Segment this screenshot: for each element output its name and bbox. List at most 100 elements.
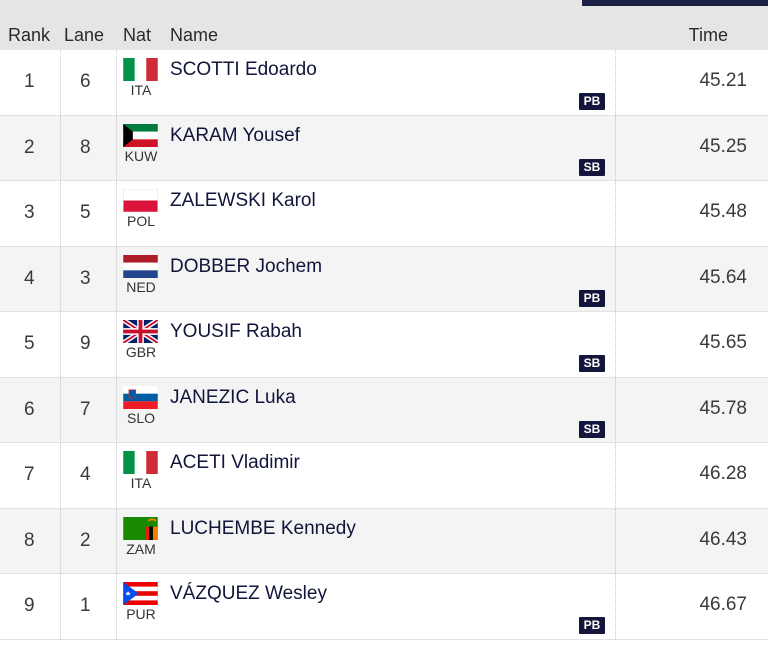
column-separator <box>60 115 61 180</box>
column-separator <box>116 115 117 180</box>
column-separator <box>116 50 117 115</box>
uk-flag-icon <box>123 320 158 343</box>
time-cell: 46.28 <box>699 463 747 484</box>
table-row[interactable]: 2 8 KUW KARAM Yousef SB 45.25 <box>0 115 768 181</box>
nat-code: KUW <box>124 147 158 164</box>
time-cell: 45.64 <box>699 266 747 288</box>
column-separator <box>116 443 117 508</box>
record-badge: PB <box>579 289 605 307</box>
column-separator <box>60 508 61 573</box>
time-cell: 45.65 <box>699 332 747 353</box>
rank-cell: 5 <box>24 333 35 354</box>
italy-flag-icon <box>123 451 158 474</box>
column-separator <box>60 377 61 442</box>
column-separator <box>615 50 616 115</box>
active-tab-indicator[interactable] <box>582 0 768 6</box>
column-separator <box>615 377 616 442</box>
table-row[interactable]: 8 2 ZAM LUCHEMBE Kennedy 46.43 <box>0 508 768 574</box>
column-separator <box>116 574 117 639</box>
nat-code: NED <box>126 278 156 295</box>
athlete-name-link[interactable]: LUCHEMBE Kennedy <box>170 517 356 539</box>
table-row[interactable]: 4 3 NED DOBBER Jochem PB 45.64 <box>0 246 768 312</box>
column-separator <box>60 246 61 311</box>
top-bar <box>0 0 768 16</box>
table-row[interactable]: 7 4 ITA ACETI Vladimir 46.28 <box>0 443 768 509</box>
table-row[interactable]: 3 5 POL ZALEWSKI Karol 45.48 <box>0 181 768 247</box>
poland-flag-icon <box>123 189 158 212</box>
rank-cell: 2 <box>24 136 35 158</box>
record-badge: SB <box>579 355 605 372</box>
table-row[interactable]: 5 9 GBR YOUSIF Rabah SB 45.65 <box>0 312 768 378</box>
results-table-body: 1 6 ITA SCOTTI Edoardo PB 45.21 2 8 KUW KARAM You… <box>0 50 768 640</box>
column-separator <box>615 443 616 508</box>
results-table-header: Rank Lane Nat Name Time <box>0 16 768 50</box>
lane-cell: 8 <box>80 136 91 158</box>
time-cell: 45.25 <box>699 135 747 157</box>
puerto-rico-flag-icon <box>123 582 158 605</box>
rank-cell: 7 <box>24 464 35 485</box>
athlete-name-link[interactable]: SCOTTI Edoardo <box>170 59 317 80</box>
column-separator <box>615 181 616 246</box>
lane-cell: 7 <box>80 398 91 420</box>
column-separator <box>615 508 616 573</box>
record-badge: SB <box>579 420 605 438</box>
column-separator <box>116 312 117 377</box>
rank-cell: 9 <box>24 595 35 616</box>
nat-code: GBR <box>125 344 157 360</box>
lane-cell: 1 <box>80 595 91 616</box>
italy-flag-icon <box>123 58 158 81</box>
table-row[interactable]: 9 1 PUR VÁZQUEZ Wesley PB 46.67 <box>0 574 768 640</box>
column-separator <box>116 377 117 442</box>
column-separator <box>60 574 61 639</box>
column-separator <box>615 312 616 377</box>
nat-code: POL <box>126 213 155 229</box>
rank-cell: 4 <box>24 267 35 289</box>
athlete-name-link[interactable]: ZALEWSKI Karol <box>170 190 316 211</box>
kuwait-flag-icon <box>123 123 158 147</box>
slovenia-flag-icon <box>123 385 158 409</box>
record-badge: PB <box>579 93 605 110</box>
athlete-name-link[interactable]: DOBBER Jochem <box>170 255 323 277</box>
athlete-name-link[interactable]: VÁZQUEZ Wesley <box>170 583 327 604</box>
lane-cell: 5 <box>80 202 91 223</box>
column-separator <box>116 246 117 311</box>
lane-cell: 3 <box>80 267 91 289</box>
lane-cell: 9 <box>80 333 91 354</box>
record-badge: SB <box>579 158 605 176</box>
rank-cell: 6 <box>24 398 35 420</box>
header-name[interactable]: Name <box>170 25 219 45</box>
athlete-name-link[interactable]: JANEZIC Luka <box>170 386 296 408</box>
lane-cell: 4 <box>80 464 91 485</box>
lane-cell: 6 <box>80 71 91 92</box>
column-separator <box>615 246 616 311</box>
athlete-name-link[interactable]: ACETI Vladimir <box>170 452 300 473</box>
athlete-name-link[interactable]: KARAM Yousef <box>170 124 300 146</box>
column-separator <box>60 181 61 246</box>
rank-cell: 8 <box>24 529 35 551</box>
table-row[interactable]: 6 7 SLO JANEZIC Luka SB 45.78 <box>0 377 768 443</box>
column-separator <box>60 50 61 115</box>
header-nat[interactable]: Nat <box>123 25 152 45</box>
header-lane[interactable]: Lane <box>64 25 105 45</box>
time-cell: 45.21 <box>699 70 747 91</box>
lane-cell: 2 <box>80 529 91 551</box>
nat-code: ITA <box>130 82 152 98</box>
time-cell: 46.67 <box>699 594 747 615</box>
record-badge: PB <box>579 617 605 634</box>
column-separator <box>615 574 616 639</box>
rank-cell: 3 <box>24 202 35 223</box>
table-row[interactable]: 1 6 ITA SCOTTI Edoardo PB 45.21 <box>0 50 768 116</box>
header-rank[interactable]: Rank <box>8 25 51 45</box>
column-separator <box>116 181 117 246</box>
header-time[interactable]: Time <box>688 25 728 45</box>
rank-cell: 1 <box>24 71 35 92</box>
time-cell: 46.43 <box>699 528 747 550</box>
athlete-name-link[interactable]: YOUSIF Rabah <box>170 321 302 342</box>
time-cell: 45.78 <box>699 397 747 419</box>
time-cell: 45.48 <box>699 201 747 222</box>
nat-code: ZAM <box>126 540 156 557</box>
netherlands-flag-icon <box>123 254 158 278</box>
column-separator <box>60 443 61 508</box>
nat-code: SLO <box>126 409 155 426</box>
column-separator <box>60 312 61 377</box>
